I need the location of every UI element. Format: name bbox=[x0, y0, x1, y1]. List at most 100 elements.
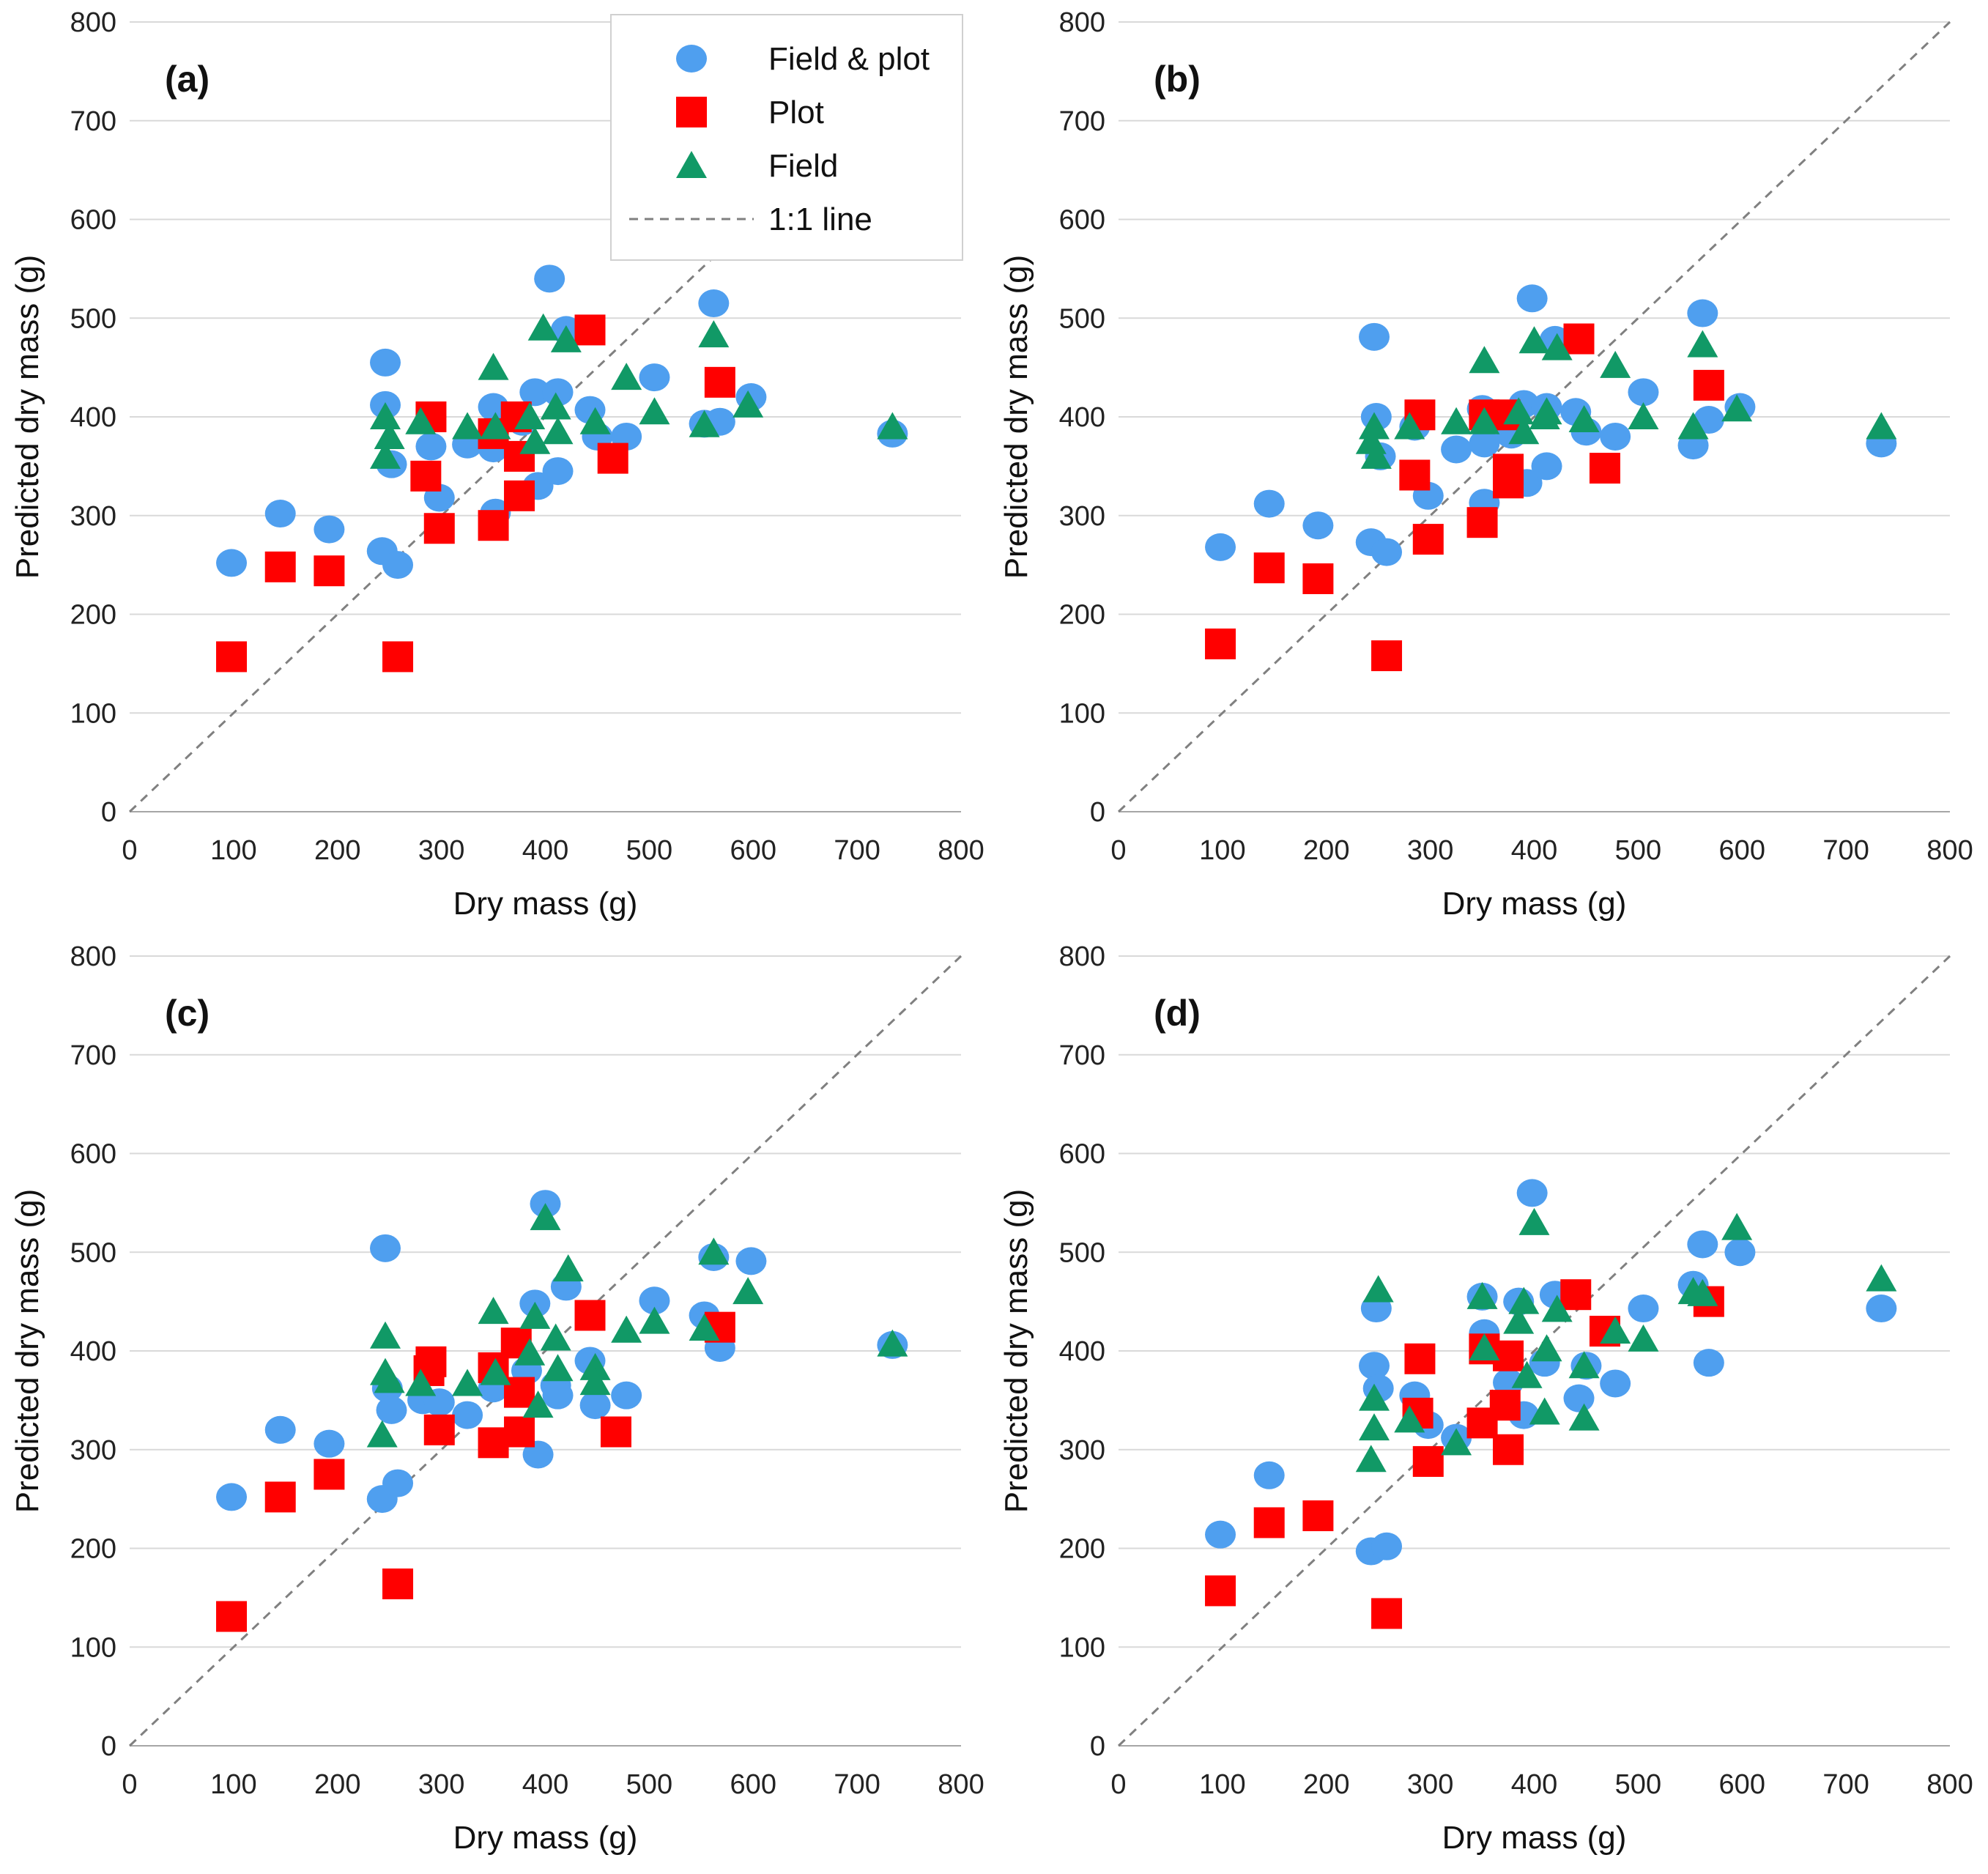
data-point-field-plot bbox=[1359, 1352, 1390, 1380]
panel-c: 0 100 200 300 400 500 600 700 800 0 100 200 300 400 50… bbox=[10, 941, 984, 1856]
data-point-field-plot bbox=[1600, 1369, 1631, 1398]
data-point-plot bbox=[1371, 640, 1403, 672]
y-tick-label: 200 bbox=[70, 600, 116, 631]
data-point-plot bbox=[504, 480, 535, 511]
data-point-plot bbox=[1493, 1434, 1524, 1465]
data-point-field bbox=[370, 441, 401, 469]
y-tick-label: 100 bbox=[70, 1632, 116, 1663]
data-point-field bbox=[1568, 1351, 1600, 1379]
data-point-plot bbox=[478, 1427, 509, 1459]
data-point-field bbox=[1531, 1334, 1562, 1362]
y-axis-title: Predicted dry mass (g) bbox=[998, 1189, 1034, 1514]
data-point-field bbox=[522, 1390, 554, 1418]
data-point-field bbox=[514, 402, 546, 429]
data-point-field bbox=[1360, 441, 1392, 469]
legend-circle-icon bbox=[676, 45, 707, 73]
data-point-field bbox=[519, 1301, 551, 1329]
data-point-field bbox=[1466, 1281, 1498, 1309]
x-axis-title: Dry mass (g) bbox=[1442, 1820, 1627, 1856]
data-point-field-plot bbox=[382, 551, 414, 579]
data-point-field-plot bbox=[1253, 489, 1285, 518]
data-point-field-plot bbox=[611, 1381, 642, 1410]
data-point-field bbox=[639, 397, 670, 425]
data-point-field bbox=[1469, 1333, 1500, 1360]
data-point-plot bbox=[597, 442, 628, 474]
data-point-field bbox=[1687, 330, 1718, 358]
data-point-field bbox=[370, 402, 401, 429]
x-tick-label: 700 bbox=[834, 1769, 880, 1800]
legend-label: Field bbox=[768, 148, 838, 184]
data-point-field bbox=[1359, 1383, 1390, 1411]
data-point-plot bbox=[216, 1601, 248, 1632]
data-point-field bbox=[1687, 1278, 1718, 1306]
data-point-field bbox=[480, 412, 511, 440]
data-point-plot bbox=[1399, 459, 1431, 491]
data-point-field-plot bbox=[1628, 378, 1659, 407]
data-point-field-plot bbox=[698, 289, 730, 318]
data-point-field bbox=[405, 1369, 437, 1396]
y-tick-label: 400 bbox=[1059, 1336, 1105, 1367]
x-tick-label: 200 bbox=[314, 1769, 360, 1800]
x-axis-title: Dry mass (g) bbox=[453, 1820, 638, 1856]
x-tick-label: 500 bbox=[626, 835, 672, 866]
data-point-field bbox=[877, 412, 908, 440]
series-field bbox=[366, 1203, 908, 1448]
x-tick-label: 600 bbox=[730, 835, 776, 866]
data-point-plot bbox=[1489, 1390, 1521, 1421]
data-point-plot bbox=[1302, 1500, 1334, 1532]
data-point-plot bbox=[264, 551, 296, 582]
y-tick-label: 300 bbox=[70, 501, 116, 532]
data-point-field bbox=[540, 392, 571, 420]
data-point-plot bbox=[1205, 1575, 1236, 1607]
data-point-plot bbox=[423, 1414, 455, 1445]
data-point-field-plot bbox=[1253, 1461, 1285, 1489]
x-tick-label: 200 bbox=[314, 835, 360, 866]
x-tick-label: 0 bbox=[1110, 835, 1126, 866]
data-point-field bbox=[689, 1314, 720, 1341]
y-axis-title: Predicted dry mass (g) bbox=[998, 255, 1034, 579]
data-point-plot bbox=[1693, 369, 1724, 401]
data-point-field bbox=[478, 1297, 509, 1325]
data-point-plot bbox=[1371, 1598, 1403, 1629]
y-tick-label: 600 bbox=[70, 205, 116, 236]
data-point-field-plot bbox=[1687, 1230, 1718, 1259]
data-point-field-plot bbox=[376, 1396, 407, 1424]
data-point-field bbox=[1359, 1413, 1390, 1441]
y-tick-label: 600 bbox=[1059, 205, 1105, 236]
x-tick-label: 300 bbox=[1407, 835, 1453, 866]
x-tick-label: 400 bbox=[1511, 1769, 1557, 1800]
data-point-field bbox=[514, 1338, 546, 1366]
legend-triangle-icon bbox=[676, 151, 707, 178]
data-point-plot bbox=[1412, 524, 1444, 555]
data-point-field bbox=[689, 410, 720, 437]
data-point-field bbox=[480, 1358, 511, 1385]
x-tick-label: 600 bbox=[730, 1769, 776, 1800]
data-point-field-plot bbox=[1724, 1238, 1756, 1267]
x-tick-label: 100 bbox=[210, 835, 256, 866]
data-point-field bbox=[698, 320, 730, 348]
data-point-field-plot bbox=[522, 1440, 554, 1469]
x-tick-label: 800 bbox=[1926, 1769, 1973, 1800]
y-tick-label: 800 bbox=[1059, 941, 1105, 972]
data-point-field bbox=[542, 1354, 574, 1382]
data-point-field bbox=[540, 1323, 571, 1351]
data-point-field bbox=[1541, 1295, 1573, 1322]
one-to-one-line bbox=[128, 955, 963, 1747]
x-tick-label: 400 bbox=[522, 1769, 568, 1800]
x-tick-label: 200 bbox=[1303, 835, 1349, 866]
series-field bbox=[1355, 1207, 1897, 1473]
data-point-plot bbox=[264, 1481, 296, 1513]
x-tick-label: 800 bbox=[938, 1769, 984, 1800]
data-point-field bbox=[1628, 402, 1659, 429]
x-tick-label: 500 bbox=[626, 1769, 672, 1800]
data-point-field bbox=[1628, 1324, 1659, 1352]
x-tick-label: 100 bbox=[1199, 835, 1245, 866]
data-point-field-plot bbox=[452, 1401, 483, 1429]
data-point-field bbox=[452, 1369, 483, 1396]
series-field bbox=[1355, 326, 1897, 469]
data-point-field-plot bbox=[1469, 429, 1500, 458]
y-tick-label: 700 bbox=[1059, 1040, 1105, 1071]
data-point-field-plot bbox=[639, 1286, 670, 1315]
x-tick-label: 600 bbox=[1719, 1769, 1765, 1800]
